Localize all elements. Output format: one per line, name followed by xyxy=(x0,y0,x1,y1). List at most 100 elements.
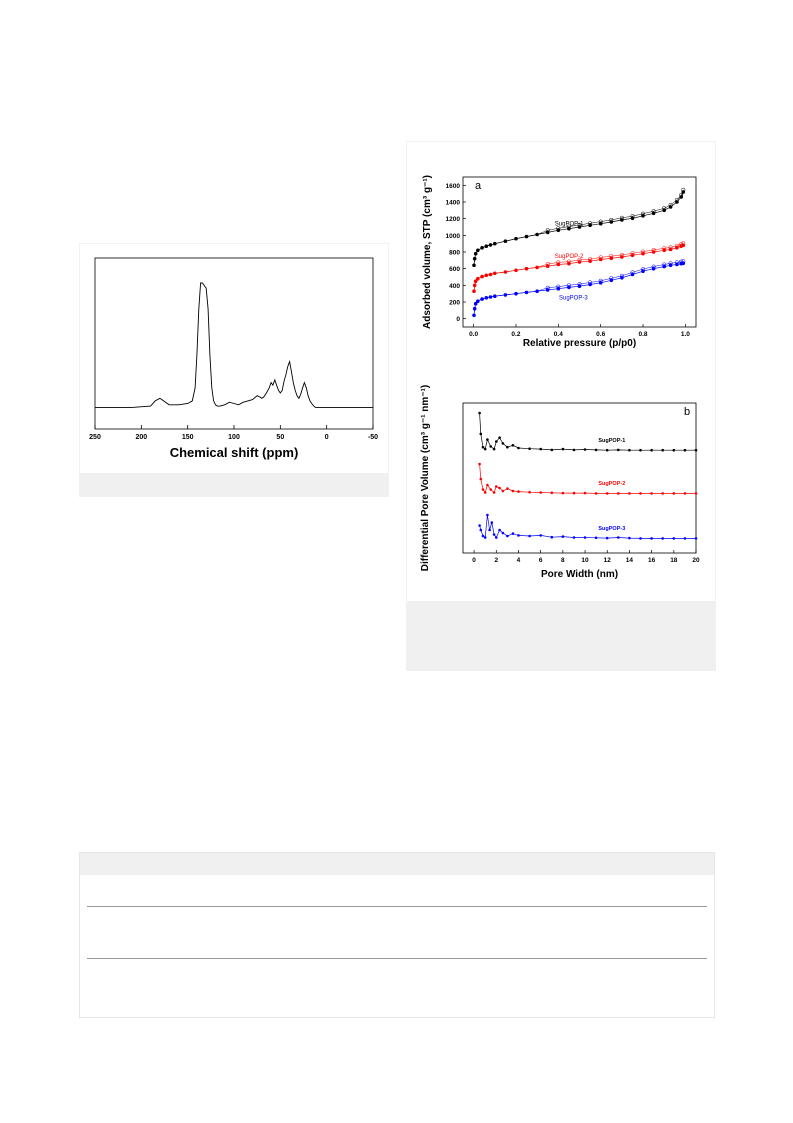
pore-size-point xyxy=(572,448,576,452)
adsorption-point xyxy=(472,313,476,318)
pore-size-point xyxy=(489,445,492,448)
x-tick-label: -50 xyxy=(368,434,378,441)
desorption-point xyxy=(566,283,571,288)
pore-size-point xyxy=(501,531,505,535)
y-tick-label: 400 xyxy=(449,283,460,290)
x-tick-label: 1.0 xyxy=(681,331,690,338)
desorption-point xyxy=(609,276,614,281)
pore-size-point xyxy=(479,477,483,481)
adsorption-point xyxy=(598,257,603,262)
pore-size-point xyxy=(486,513,489,517)
adsorption-point xyxy=(472,263,476,268)
desorption-point xyxy=(566,224,571,229)
pore-size-point xyxy=(672,492,676,495)
pore-size-point xyxy=(478,462,481,466)
desorption-point xyxy=(545,228,550,233)
x-tick-label: 6 xyxy=(539,557,543,564)
adsorption-point xyxy=(545,264,550,268)
series-label: SugPOP-1 xyxy=(555,222,584,228)
x-tick-label: 100 xyxy=(228,434,240,441)
pore-size-point xyxy=(661,492,664,495)
adsorption-point xyxy=(484,296,489,300)
desorption-point xyxy=(619,273,624,278)
desorption-point xyxy=(679,192,684,197)
pore-size-point xyxy=(650,492,653,495)
pore-size-point xyxy=(639,448,642,452)
x-tick-label: 250 xyxy=(89,434,101,441)
panel-label-a: a xyxy=(475,180,482,192)
adsorption-point xyxy=(630,216,635,221)
adsorption-point xyxy=(681,190,686,194)
adsorption-point xyxy=(488,243,493,247)
x-tick-label: 0.6 xyxy=(596,331,605,338)
pore-size-point xyxy=(486,483,489,487)
pore-size-point xyxy=(617,492,620,495)
pore-size-point xyxy=(517,534,520,537)
adsorption-point xyxy=(535,232,539,237)
pore-size-point xyxy=(489,488,492,491)
x-axis-label-b: Pore Width (nm) xyxy=(541,569,618,580)
desorption-point xyxy=(609,217,614,222)
pore-size-point xyxy=(481,445,485,449)
pore-size-point xyxy=(483,447,487,451)
adsorption-point xyxy=(679,195,683,199)
adsorption-point xyxy=(493,241,497,246)
adsorption-point xyxy=(484,244,489,248)
y-tick-label: 1000 xyxy=(446,233,461,240)
desorption-point xyxy=(630,214,635,219)
desorption-line xyxy=(473,189,684,266)
panel-bg xyxy=(405,140,717,672)
desorption-point xyxy=(640,267,646,272)
pore-size-point xyxy=(594,448,598,452)
pore-size-point xyxy=(511,444,515,447)
adsorption-point xyxy=(588,282,592,287)
pore-size-point xyxy=(617,448,620,452)
adsorption-point xyxy=(476,299,480,303)
pore-size-point xyxy=(594,492,598,495)
pore-size-point xyxy=(479,432,483,436)
adsorption-point xyxy=(609,256,614,261)
pore-size-point xyxy=(628,536,631,540)
adsorption-point xyxy=(651,250,656,254)
desorption-point xyxy=(651,264,656,269)
desorption-point xyxy=(588,257,593,262)
desorption-point xyxy=(556,226,561,231)
desorption-point xyxy=(598,255,603,260)
adsorption-point xyxy=(472,256,477,261)
desorption-line xyxy=(473,260,684,316)
adsorption-point xyxy=(545,288,550,292)
pore-size-point xyxy=(506,487,509,490)
adsorption-point xyxy=(472,306,477,311)
nmr-chart: 250 200 150 100 50 0 -50 Chemical shift (ppm) xyxy=(78,242,390,498)
adsorption-point xyxy=(630,272,635,277)
pore-size-point xyxy=(498,486,501,490)
y-tick-label: 0 xyxy=(456,316,460,323)
caption-band xyxy=(79,473,389,497)
pore-size-point xyxy=(486,438,489,441)
pore-size-point xyxy=(490,521,494,524)
x-tick-label: 8 xyxy=(561,557,565,564)
y-tick-label: 200 xyxy=(449,300,460,307)
adsorption-point xyxy=(524,266,529,271)
pore-size-point xyxy=(528,534,531,538)
pore-size-point xyxy=(498,436,501,440)
table-row xyxy=(87,875,707,907)
adsorption-point xyxy=(567,261,571,266)
adsorption-point xyxy=(668,247,673,252)
adsorption-point xyxy=(535,289,539,293)
sorption-figure: a 0 200 400 600 800 1000 1200 1400 1600 0.0 0.2 0.4 0… xyxy=(405,140,717,672)
table-row xyxy=(87,959,707,1009)
adsorption-point xyxy=(598,221,603,226)
desorption-point xyxy=(651,209,656,214)
desorption-point xyxy=(545,262,550,267)
desorption-point xyxy=(577,257,582,262)
adsorption-point xyxy=(620,218,624,222)
pore-size-point xyxy=(594,536,598,540)
y-tick-label: 1400 xyxy=(446,200,461,207)
adsorption-point xyxy=(524,234,529,239)
x-tick-label: 16 xyxy=(648,557,656,564)
pore-size-line xyxy=(479,514,696,539)
pore-size-point xyxy=(495,536,498,539)
pore-size-point xyxy=(650,537,653,540)
adsorption-point xyxy=(472,289,476,293)
